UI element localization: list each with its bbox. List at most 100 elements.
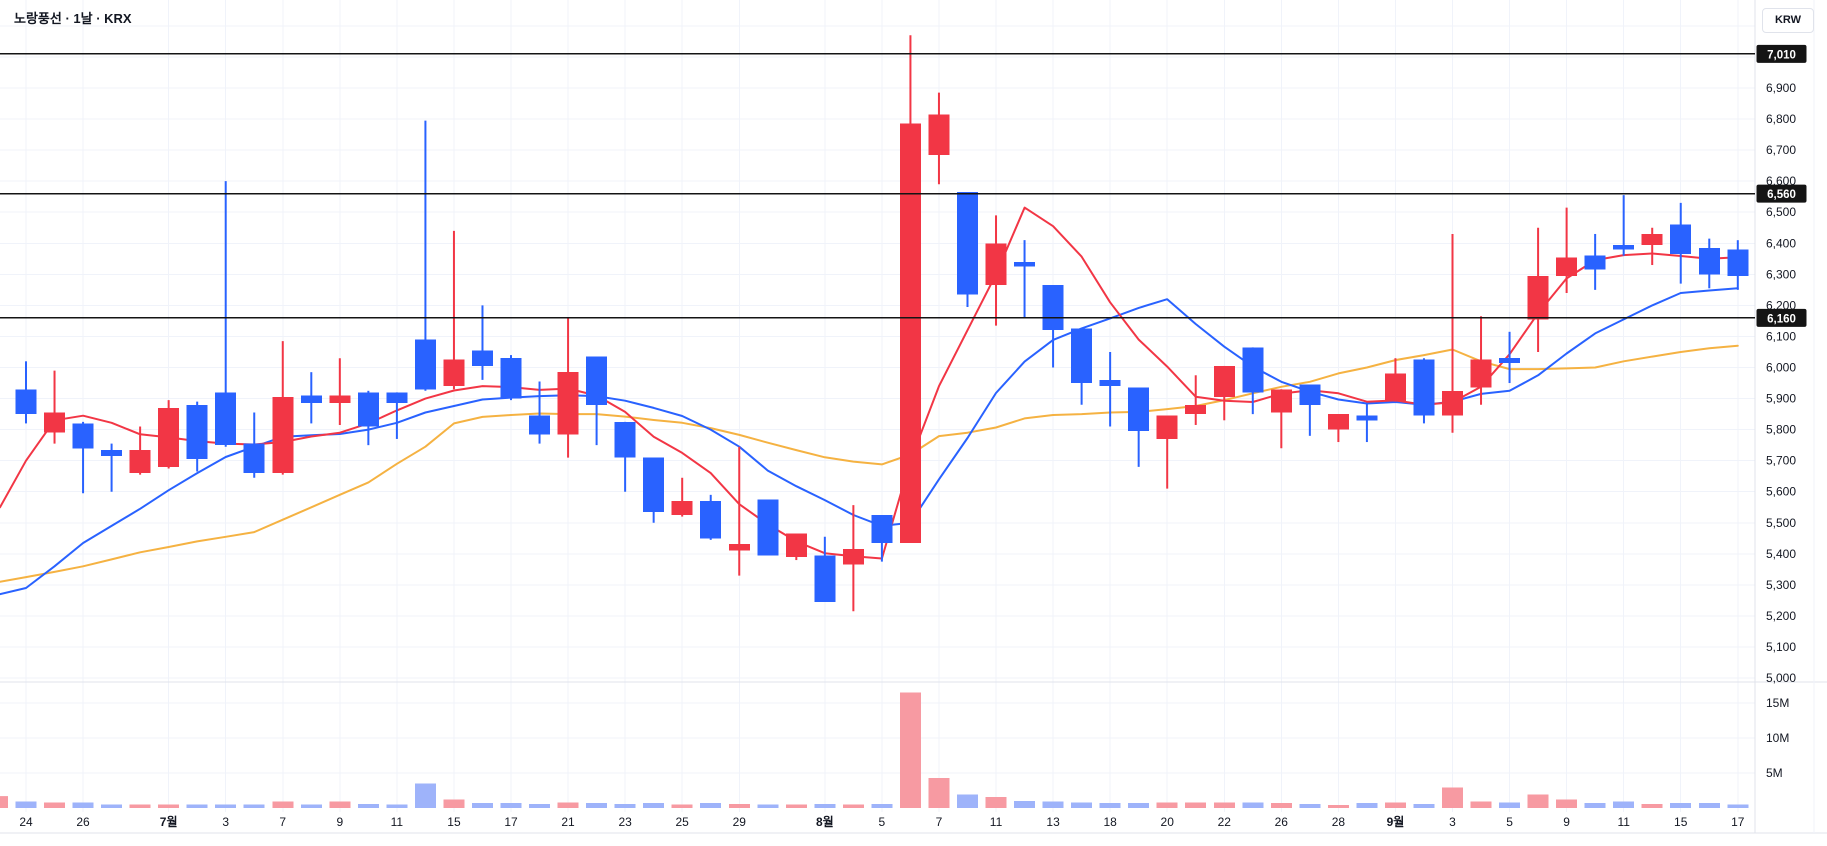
time-tick-label: 28 [1332, 815, 1346, 829]
candle-body [529, 415, 551, 435]
price-tick-label: 6,700 [1766, 143, 1796, 157]
candle-body [300, 395, 322, 404]
time-tick-label: 11 [1617, 815, 1630, 829]
symbol-title[interactable]: 노랑풍선 · 1날 · KRX [14, 11, 132, 26]
time-tick-label: 7 [936, 815, 943, 829]
time-tick-label: 13 [1046, 815, 1060, 829]
price-tick-label: 6,900 [1766, 81, 1796, 95]
volume-bar [643, 803, 665, 808]
volume-bar [443, 799, 465, 808]
volume-bar [0, 796, 8, 808]
candle-body [1413, 359, 1435, 416]
candle-body [500, 358, 522, 399]
candle-body [1727, 249, 1749, 276]
candle-body [1128, 387, 1150, 432]
candle-body [757, 499, 779, 556]
time-tick-label: 18 [1103, 815, 1117, 829]
time-tick-label: 7월 [160, 814, 178, 829]
volume-tick-label: 5M [1766, 766, 1783, 780]
candle-body [72, 423, 94, 449]
volume-bar [1670, 803, 1692, 808]
volume-bar [386, 804, 408, 808]
candle-body [1670, 224, 1692, 255]
volume-bar [1527, 794, 1549, 808]
volume-bar [101, 804, 123, 808]
volume-bar [1413, 803, 1435, 808]
price-tick-label: 6,400 [1766, 236, 1796, 250]
volume-bar [357, 803, 379, 808]
volume-bar [1327, 805, 1349, 808]
candle-body [586, 356, 608, 405]
candle-body [1442, 390, 1463, 416]
candle-body [785, 533, 807, 557]
candle-body [842, 549, 864, 565]
volume-bar [1356, 803, 1378, 808]
candle-body [700, 501, 722, 539]
volume-bar [1299, 803, 1321, 808]
volume-bar [1641, 803, 1663, 808]
volume-bar [329, 801, 351, 808]
volume-bar [1185, 802, 1207, 808]
time-tick-label: 26 [76, 815, 90, 829]
candle-body [386, 392, 408, 404]
price-tick-label: 5,600 [1766, 485, 1796, 499]
price-tick-label: 5,000 [1766, 671, 1796, 685]
time-tick-label: 15 [447, 815, 461, 829]
volume-bar [671, 804, 693, 808]
time-tick-label: 17 [1731, 815, 1745, 829]
candle-body [671, 501, 693, 516]
candle-body [1327, 414, 1349, 430]
volume-bar [557, 802, 579, 808]
candle-body [1499, 358, 1521, 363]
volume-bar [871, 803, 893, 808]
volume-bar [928, 777, 950, 808]
candle-body [899, 123, 921, 543]
volume-bar [785, 804, 807, 808]
candle-body [1299, 384, 1321, 405]
volume-bar [614, 803, 636, 808]
candle-body [1527, 275, 1549, 320]
volume-bar [1698, 803, 1720, 808]
price-tick-label: 5,800 [1766, 423, 1796, 437]
time-axis[interactable] [0, 833, 1827, 846]
candle-body [44, 412, 66, 433]
time-tick-label: 3 [1449, 815, 1456, 829]
price-tick-label: 6,300 [1766, 267, 1796, 281]
volume-bar [186, 804, 208, 808]
volume-bar [1613, 801, 1635, 808]
candle-body [471, 350, 493, 366]
time-tick-label: 26 [1275, 815, 1289, 829]
candle-body [1071, 328, 1093, 384]
time-tick-label: 23 [618, 815, 632, 829]
candle-body [614, 421, 636, 458]
volume-bar [1156, 802, 1178, 808]
time-tick-label: 15 [1674, 815, 1688, 829]
price-tick-label: 5,300 [1766, 578, 1796, 592]
time-tick-label: 9 [1563, 815, 1570, 829]
time-tick-label: 25 [676, 815, 690, 829]
volume-bar [1014, 801, 1036, 808]
candle-body [1014, 261, 1036, 267]
candle-body [1185, 404, 1207, 415]
time-tick-label: 7 [279, 815, 286, 829]
volume-bar [842, 804, 864, 808]
candle-body [871, 515, 893, 543]
candle-body [129, 449, 151, 474]
candle-body [1613, 244, 1635, 250]
candle-body [1099, 379, 1121, 387]
candle-body [186, 404, 208, 460]
candle-body [101, 449, 123, 457]
time-tick-label: 3 [222, 815, 229, 829]
currency-toggle-button[interactable]: KRW [1762, 8, 1814, 33]
volume-bar [1727, 804, 1749, 808]
candle-body [1641, 233, 1663, 245]
candle-body [15, 389, 37, 415]
price-tick-label: 6,500 [1766, 205, 1796, 219]
volume-bar [700, 803, 722, 808]
volume-bar [471, 803, 493, 808]
time-tick-label: 24 [19, 815, 33, 829]
price-axis[interactable] [1755, 0, 1827, 833]
time-tick-label: 5 [879, 815, 886, 829]
volume-bar [129, 804, 151, 808]
